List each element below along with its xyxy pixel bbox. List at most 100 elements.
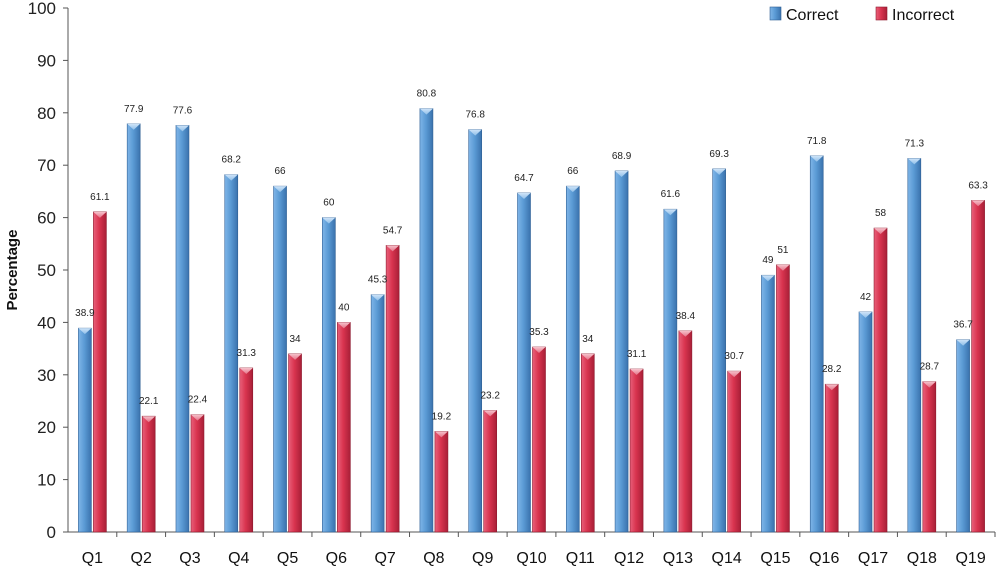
y-tick-label: 100 — [28, 0, 56, 18]
value-label: 40 — [338, 302, 350, 313]
bar-cap — [971, 200, 985, 207]
x-tick-label: Q8 — [423, 550, 444, 567]
x-tick-label: Q1 — [82, 550, 103, 567]
value-label: 42 — [860, 292, 872, 303]
bar-cap — [678, 330, 692, 337]
bar-cap — [175, 125, 189, 132]
bar-incorrect-q17 — [873, 227, 888, 533]
value-label: 71.8 — [807, 136, 827, 147]
y-tick-label: 0 — [47, 523, 56, 542]
value-label: 31.3 — [237, 348, 257, 359]
y-tick-label: 70 — [37, 156, 56, 175]
bar-incorrect-q12 — [629, 368, 644, 533]
x-tick-label: Q7 — [374, 550, 395, 567]
x-tick-label: Q4 — [228, 550, 249, 567]
bar-cap — [434, 431, 448, 438]
y-tick-label: 20 — [37, 418, 56, 437]
bar-correct-q16 — [809, 155, 824, 533]
value-label: 45.3 — [368, 275, 388, 286]
bar-correct-q6 — [322, 217, 336, 533]
bar-incorrect-q9 — [483, 410, 498, 533]
legend-swatch-incorrect — [875, 6, 888, 21]
bar-incorrect-q4 — [239, 367, 254, 533]
bar-cap — [712, 168, 726, 175]
value-label: 49 — [762, 255, 774, 266]
x-tick-label: Q18 — [907, 550, 937, 567]
bar-correct-q3 — [175, 125, 190, 533]
y-tick-label: 50 — [37, 261, 56, 280]
bar-cap — [874, 228, 888, 235]
x-tick-label: Q17 — [858, 550, 888, 567]
x-tick-label: Q6 — [326, 550, 347, 567]
bar-incorrect-q10 — [532, 346, 546, 533]
value-label: 19.2 — [432, 411, 452, 422]
value-label: 66 — [567, 166, 579, 177]
value-label: 28.7 — [920, 362, 940, 373]
value-label: 28.2 — [822, 364, 842, 375]
value-label: 71.3 — [905, 138, 925, 149]
value-label: 60 — [323, 198, 335, 209]
value-label: 58 — [875, 208, 887, 219]
bar-correct-q13 — [663, 208, 678, 533]
bar-correct-q18 — [907, 158, 922, 533]
value-label: 63.3 — [968, 180, 988, 191]
bar-incorrect-q5 — [288, 353, 302, 533]
bar-cap — [273, 186, 287, 193]
legend-label-correct: Correct — [786, 7, 839, 24]
bar-cap — [581, 353, 595, 360]
y-tick-label: 10 — [37, 471, 56, 490]
value-label: 31.1 — [627, 349, 647, 360]
bar-cap — [776, 264, 790, 271]
value-label: 64.7 — [514, 173, 534, 184]
bar-cap — [727, 371, 741, 378]
bar-correct-q5 — [273, 185, 287, 533]
value-label: 36.7 — [953, 320, 973, 331]
bar-correct-q19 — [956, 339, 970, 533]
value-labels: 38.9 61.1 77.9 22.1 77.6 22.4 68.2 31.3 66 34 60 40… — [75, 89, 988, 423]
x-tick-label: Q2 — [131, 550, 152, 567]
bar-cap — [810, 155, 824, 162]
bar-incorrect-q11 — [580, 353, 595, 533]
bar-incorrect-q6 — [337, 322, 351, 533]
bar-cap — [93, 211, 107, 218]
bar-correct-q2 — [126, 123, 141, 533]
bar-cap — [371, 294, 385, 301]
x-tick-label: Q5 — [277, 550, 298, 567]
bar-cap — [239, 367, 253, 374]
value-label: 23.2 — [480, 390, 500, 401]
x-tick-label: Q15 — [760, 550, 790, 567]
legend-swatch-correct — [769, 6, 782, 21]
bar-cap — [825, 384, 839, 391]
value-label: 77.6 — [173, 105, 193, 116]
bar-cap — [419, 108, 433, 115]
bar-cap — [922, 381, 936, 388]
value-label: 54.7 — [383, 225, 403, 236]
bar-cap — [468, 129, 482, 136]
bar-cap — [566, 186, 580, 193]
value-label: 77.9 — [124, 104, 144, 115]
value-label: 22.1 — [139, 396, 159, 407]
bar-cap — [907, 158, 921, 165]
value-label: 61.6 — [661, 189, 681, 200]
value-label: 61.1 — [90, 192, 110, 203]
x-tick-label: Q9 — [472, 550, 493, 567]
y-tick-label: 40 — [37, 313, 56, 332]
bar-cap — [337, 322, 351, 329]
bar-incorrect-q16 — [824, 383, 839, 533]
bar-incorrect-q7 — [385, 245, 400, 533]
bar-cap — [956, 339, 970, 346]
y-tick-label: 90 — [37, 51, 56, 70]
value-label: 51 — [777, 245, 789, 256]
bar-incorrect-q8 — [434, 431, 449, 533]
bar-correct-q17 — [858, 311, 873, 533]
bar-correct-q15 — [761, 274, 775, 533]
bar-correct-q8 — [419, 108, 434, 533]
value-label: 69.3 — [709, 149, 729, 160]
bar-incorrect-q13 — [678, 330, 693, 533]
bar-cap — [322, 217, 336, 224]
y-tick-label: 60 — [37, 209, 56, 228]
bar-incorrect-q14 — [727, 370, 741, 533]
bar-cap — [663, 209, 677, 216]
